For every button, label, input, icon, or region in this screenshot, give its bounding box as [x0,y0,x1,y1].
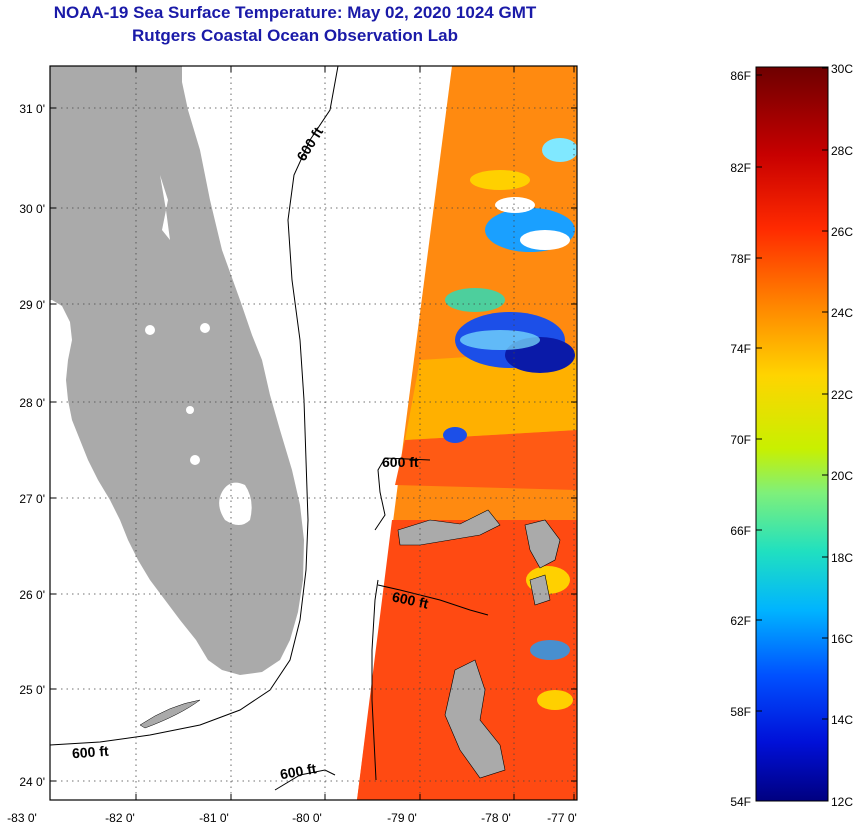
sst-cool-patch [460,330,540,350]
isobath-line [50,66,339,746]
fahrenheit-label: 74F [730,342,751,356]
abaco [524,519,561,569]
small-island [529,574,551,606]
color-bar: 86F 82F 78F 74F 70F 66F 62F 58F 54F 30C … [730,62,853,809]
cloud-patch [520,230,570,250]
lat-label: 24 0' [19,775,45,789]
fahrenheit-label: 54F [730,795,751,809]
isobath-label: 600 ft [382,454,419,470]
sst-cool-patch [530,640,570,660]
fahrenheit-label: 82F [730,161,751,175]
fahrenheit-label: 62F [730,614,751,628]
small-lake [186,406,194,414]
celsius-label: 26C [831,225,853,239]
lon-label: -77 0' [547,811,577,825]
small-lake [160,175,170,240]
lat-label: 30 0' [19,202,45,216]
lon-label: -83 0' [7,811,37,825]
small-lake [145,325,155,335]
lake-okeechobee [219,482,252,525]
celsius-label: 28C [831,144,853,158]
sst-warm-band-mid [395,430,577,490]
small-lake [190,455,200,465]
isobath-line [274,769,336,791]
sst-patch [470,170,530,190]
lon-label: -80 0' [292,811,322,825]
sst-warm-band-south [357,520,577,800]
sst-cool-patch [443,427,467,443]
lon-label: -81 0' [199,811,229,825]
sst-cool-patch [542,138,577,162]
florida-keys [139,699,201,729]
lon-label: -78 0' [481,811,511,825]
fahrenheit-label: 58F [730,705,751,719]
celsius-label: 20C [831,469,853,483]
celsius-label: 14C [831,713,853,727]
lat-label: 28 0' [19,396,45,410]
lon-label: -82 0' [105,811,135,825]
axis-ticks [50,66,577,800]
lat-label: 29 0' [19,298,45,312]
fahrenheit-label: 66F [730,524,751,538]
cloud-patch [495,197,535,213]
fahrenheit-label: 78F [730,252,751,266]
small-lake [200,323,210,333]
sst-patch [445,288,505,312]
celsius-label: 16C [831,632,853,646]
lat-label: 31 0' [19,102,45,116]
graticule [50,66,577,800]
isobath-label: 600 ft [71,743,109,762]
celsius-label: 18C [831,551,853,565]
fahrenheit-label: 86F [730,69,751,83]
isobath-line [377,584,489,616]
color-scale [755,66,829,802]
lat-label: 25 0' [19,683,45,697]
celsius-label: 24C [831,306,853,320]
plot-frame [49,65,578,801]
isobath-line [371,579,379,781]
celsius-label: 30C [831,62,853,76]
lat-label: 27 0' [19,492,45,506]
map-subtitle: Rutgers Coastal Ocean Observation Lab [132,26,458,45]
celsius-label: 22C [831,388,853,402]
isobath-label: 600 ft [279,760,318,782]
lon-label: -79 0' [387,811,417,825]
grand-bahama [397,509,501,546]
celsius-label: 12C [831,795,853,809]
isobath-line [374,457,431,531]
andros [444,659,506,779]
fahrenheit-label: 70F [730,433,751,447]
sst-patch [537,690,573,710]
map-title: NOAA-19 Sea Surface Temperature: May 02,… [53,3,537,22]
lat-label: 26 0' [19,588,45,602]
